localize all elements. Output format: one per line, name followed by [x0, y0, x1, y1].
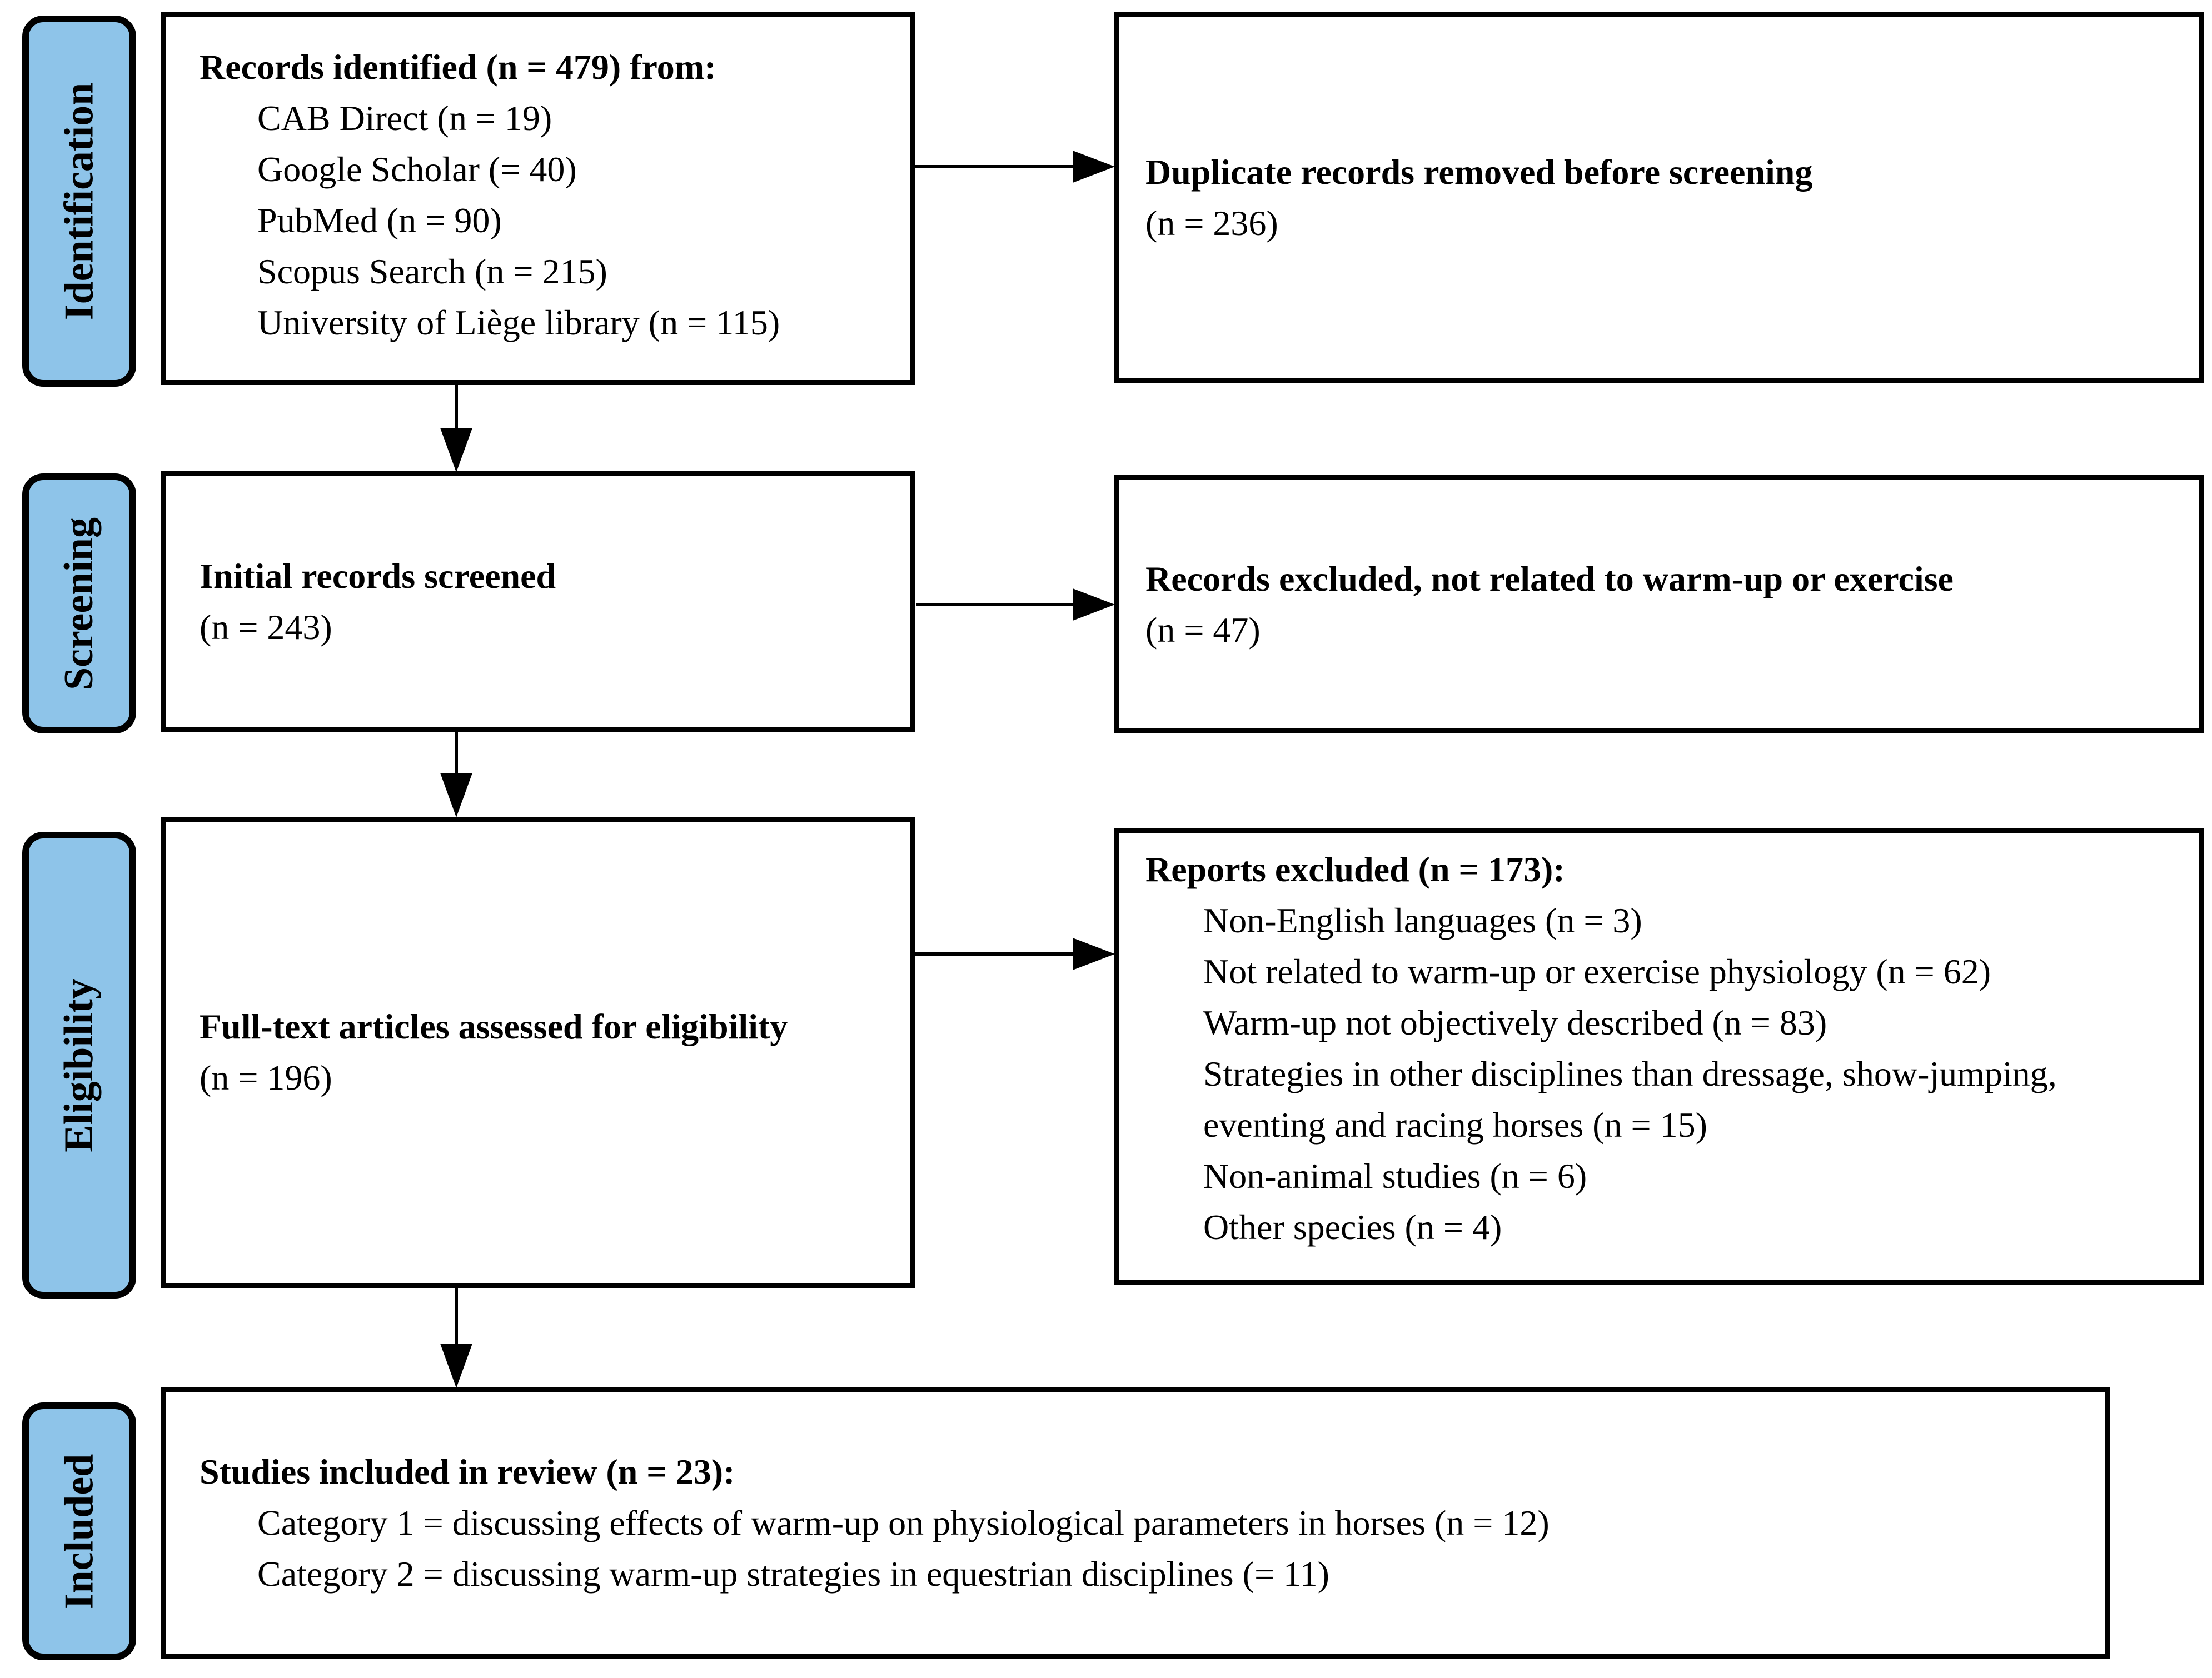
- arrow-down-screening-stem: [455, 732, 458, 775]
- records-identified-title: Records identified (n = 479) from:: [200, 47, 716, 87]
- records-identified-box: Records identified (n = 479) from: CAB D…: [161, 12, 915, 385]
- stage-eligibility: Eligibility: [22, 832, 136, 1299]
- excluded-other-species: Other species (n = 4): [1203, 1207, 1502, 1247]
- fulltext-assessed-box: Full-text articles assessed for eligibil…: [161, 817, 915, 1288]
- arrow-right-reports-excluded-stem: [915, 952, 1076, 956]
- initial-screened-title: Initial records screened: [200, 556, 556, 596]
- excluded-not-related: Not related to warm-up or exercise physi…: [1203, 952, 1991, 991]
- reports-excluded-title: Reports excluded (n = 173):: [1145, 850, 1565, 889]
- excluded-not-objective: Warm-up not objectively described (n = 8…: [1203, 1003, 1827, 1042]
- reports-excluded-box: Reports excluded (n = 173): Non-English …: [1114, 828, 2204, 1285]
- stage-included-label: Included: [56, 1454, 102, 1609]
- records-excluded-title: Records excluded, not related to warm-up…: [1145, 558, 1954, 598]
- fulltext-assessed-count: (n = 196): [200, 1058, 332, 1097]
- arrow-right-duplicates-stem: [915, 165, 1076, 168]
- included-category-1: Category 1 = discussing effects of warm-…: [257, 1502, 1550, 1542]
- stage-eligibility-label: Eligibility: [56, 978, 102, 1152]
- source-cab-direct: CAB Direct (n = 19): [257, 98, 552, 138]
- initial-screened-count: (n = 243): [200, 607, 332, 647]
- stage-identification: Identification: [22, 16, 136, 387]
- included-category-2: Category 2 = discussing warm-up strategi…: [257, 1554, 1329, 1594]
- records-excluded-box: Records excluded, not related to warm-up…: [1114, 475, 2204, 733]
- arrow-right-duplicates-icon: [1073, 151, 1115, 183]
- excluded-other-disciplines: Strategies in other disciplines than dre…: [1203, 1054, 2057, 1145]
- arrow-down-eligibility-icon: [440, 1344, 472, 1388]
- arrow-down-screening-icon: [440, 773, 472, 817]
- excluded-non-english: Non-English languages (n = 3): [1203, 901, 1642, 940]
- source-google-scholar: Google Scholar (= 40): [257, 149, 577, 189]
- records-excluded-count: (n = 47): [1145, 610, 1261, 650]
- duplicates-removed-count: (n = 236): [1145, 203, 1278, 243]
- arrow-right-reports-excluded-icon: [1073, 938, 1115, 970]
- arrow-down-identification-stem: [455, 385, 458, 430]
- excluded-non-animal: Non-animal studies (n = 6): [1203, 1156, 1587, 1196]
- stage-identification-label: Identification: [56, 82, 102, 320]
- source-liege-library: University of Liège library (n = 115): [257, 303, 780, 342]
- stage-screening: Screening: [22, 473, 136, 733]
- source-scopus: Scopus Search (n = 215): [257, 252, 607, 291]
- arrow-down-identification-icon: [440, 428, 472, 472]
- initial-screened-box: Initial records screened (n = 243): [161, 471, 915, 732]
- studies-included-title: Studies included in review (n = 23):: [200, 1451, 735, 1491]
- arrow-right-records-excluded-icon: [1073, 588, 1115, 621]
- studies-included-box: Studies included in review (n = 23): Cat…: [161, 1387, 2110, 1659]
- duplicates-removed-title: Duplicate records removed before screeni…: [1145, 152, 1813, 192]
- stage-included: Included: [22, 1402, 136, 1660]
- source-pubmed: PubMed (n = 90): [257, 201, 502, 240]
- stage-screening-label: Screening: [56, 517, 102, 690]
- fulltext-assessed-title: Full-text articles assessed for eligibil…: [200, 1007, 788, 1046]
- duplicates-removed-box: Duplicate records removed before screeni…: [1114, 12, 2204, 383]
- arrow-right-records-excluded-stem: [916, 603, 1076, 606]
- arrow-down-eligibility-stem: [455, 1288, 458, 1345]
